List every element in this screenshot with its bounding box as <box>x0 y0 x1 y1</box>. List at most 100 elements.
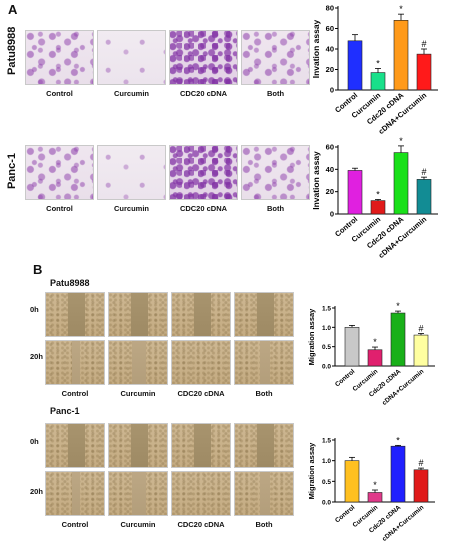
panel-a-row2-label-control: Control <box>46 204 73 213</box>
y-tick-label: 40 <box>326 45 334 54</box>
significance-mark: * <box>376 189 380 199</box>
bar-cdna-curcumin <box>416 53 432 91</box>
wound-image-patu-control-0h <box>45 292 105 337</box>
panel-a-row2-label-cdc20: CDC20 cDNA <box>179 204 228 213</box>
panel-a-row2-label-curcumin: Curcumin <box>113 204 149 213</box>
panel-a-row1-label-control: Control <box>46 89 73 98</box>
invasion-image-patu-curcumin <box>97 30 166 85</box>
panel-b-block1-cell-line: Patu8988 <box>50 278 90 288</box>
y-axis-label: Invation assay <box>311 19 321 78</box>
significance-mark: * <box>396 435 400 445</box>
wound-image-panc-cdc20-20h <box>171 471 231 516</box>
wound-image-patu-control-20h <box>45 340 105 385</box>
significance-mark: # <box>421 167 426 177</box>
y-tick-label: 60 <box>326 24 334 33</box>
wound-image-panc-control-0h <box>45 423 105 468</box>
invasion-image-patu-cdc20 <box>169 30 238 85</box>
bar-control <box>347 40 363 91</box>
invasion-image-patu-control <box>25 30 94 85</box>
wound-image-patu-both-20h <box>234 340 294 385</box>
significance-mark: # <box>418 458 423 468</box>
bar-cdna-curcumin <box>413 334 429 367</box>
wound-image-panc-both-0h <box>234 423 294 468</box>
bar-curcumin <box>367 492 383 503</box>
y-tick-label: 0.0 <box>322 500 331 507</box>
invasion-image-panc-both <box>241 145 310 200</box>
y-tick-label: 1.0 <box>322 458 331 465</box>
y-tick-label: 0.5 <box>322 344 331 351</box>
y-tick-label: 60 <box>326 143 334 152</box>
invasion-image-panc-cdc20 <box>169 145 238 200</box>
panel-b-block2-label-cdc20: CDC20 cDNA <box>177 520 225 529</box>
bar-control <box>344 460 360 503</box>
y-tick-label: 80 <box>326 4 334 13</box>
wound-image-patu-curcumin-20h <box>108 340 168 385</box>
panel-a-row2-label-both: Both <box>266 204 285 213</box>
panel-b-block2-cell-line: Panc-1 <box>50 406 80 416</box>
panel-b-block2-label-curcumin: Curcumin <box>120 520 156 529</box>
x-tick-label: cDNA+Curcumin <box>381 368 425 407</box>
bar-control <box>344 327 360 367</box>
wound-image-panc-both-20h <box>234 471 294 516</box>
y-tick-label: 20 <box>326 187 334 196</box>
panel-b-block1-label-curcumin: Curcumin <box>120 389 156 398</box>
significance-mark: * <box>373 337 377 347</box>
bar-cdc20-cdna <box>393 19 409 91</box>
wound-image-panc-curcumin-20h <box>108 471 168 516</box>
significance-mark: * <box>373 480 377 490</box>
bar-cdna-curcumin <box>413 469 429 503</box>
bar-control <box>347 170 363 215</box>
bar-cdc20-cdna <box>390 445 406 503</box>
y-tick-label: 0 <box>330 86 334 95</box>
panel-b-block2-label-control: Control <box>61 520 89 529</box>
panel-b-block1-label-cdc20: CDC20 cDNA <box>177 389 225 398</box>
wound-image-patu-curcumin-0h <box>108 292 168 337</box>
significance-mark: # <box>421 39 426 49</box>
panel-b-block1-label-control: Control <box>61 389 89 398</box>
bar-cdna-curcumin <box>416 179 432 215</box>
panel-a-letter: A <box>8 2 18 17</box>
wound-image-patu-cdc20-20h <box>171 340 231 385</box>
invasion-image-panc-curcumin <box>97 145 166 200</box>
panel-a-row1-label-curcumin: Curcumin <box>113 89 149 98</box>
significance-mark: * <box>396 301 400 311</box>
bar-cdc20-cdna <box>393 152 409 215</box>
panel-b-block1-label-both: Both <box>255 389 273 398</box>
y-tick-label: 1.5 <box>322 306 331 313</box>
y-tick-label: 0 <box>330 210 334 219</box>
invasion-image-patu-both <box>241 30 310 85</box>
significance-mark: # <box>418 324 423 334</box>
y-tick-label: 20 <box>326 65 334 74</box>
y-axis-label: Migration assay <box>307 442 316 500</box>
panel-b-block1-time-20h: 20h <box>30 352 43 361</box>
significance-mark: * <box>376 58 380 68</box>
bar-cdc20-cdna <box>390 312 406 367</box>
y-axis-label: Migration assay <box>307 308 316 366</box>
bar-curcumin <box>370 72 386 91</box>
y-axis-label: Invation assay <box>311 151 321 210</box>
y-tick-label: 0.5 <box>322 479 331 486</box>
significance-mark: * <box>399 137 403 146</box>
y-tick-label: 1.5 <box>322 438 331 445</box>
panel-b-block2-time-20h: 20h <box>30 487 43 496</box>
panel-a-row1-label-both: Both <box>266 89 285 98</box>
significance-mark: * <box>399 4 403 14</box>
y-tick-label: 0.0 <box>322 364 331 371</box>
wound-image-panc-curcumin-0h <box>108 423 168 468</box>
panel-a-row1-cell-line: Patu8988 <box>6 26 18 75</box>
wound-image-panc-control-20h <box>45 471 105 516</box>
panel-b-block2-label-both: Both <box>255 520 273 529</box>
wound-image-patu-cdc20-0h <box>171 292 231 337</box>
panel-b-block2-time-0h: 0h <box>30 437 39 446</box>
panel-a-row1-label-cdc20: CDC20 cDNA <box>179 89 228 98</box>
y-tick-label: 1.0 <box>322 325 331 332</box>
bar-curcumin <box>370 200 386 215</box>
wound-image-patu-both-0h <box>234 292 294 337</box>
invasion-image-panc-control <box>25 145 94 200</box>
bar-curcumin <box>367 349 383 367</box>
panel-a-row2-cell-line: Panc-1 <box>6 152 18 190</box>
